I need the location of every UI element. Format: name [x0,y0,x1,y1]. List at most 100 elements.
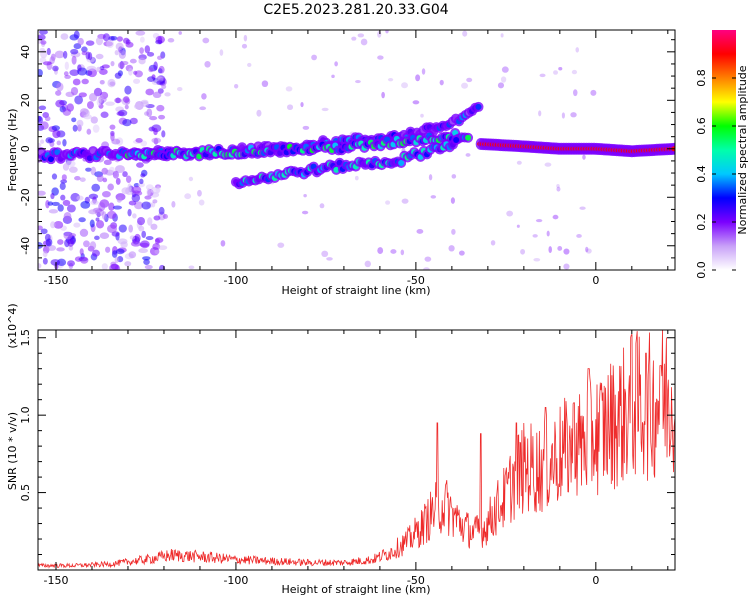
spectrogram-speckle [62,139,67,147]
spectrogram-speckle [66,204,76,213]
spectrogram-speckle [118,50,127,59]
spectrogram-speckle [582,154,586,160]
spectrogram-speckle [158,245,168,251]
spectrogram-speckle [89,209,96,215]
spectrogram-speckle [167,38,175,43]
spectrogram-speckle [516,224,520,228]
colorbar-tick-label: 0.4 [695,165,708,183]
spectrogram-speckle [85,167,92,172]
spectrogram-speckle [89,219,95,228]
spectrogram-speckle [110,35,118,41]
spectrogram-speckle [79,177,86,182]
spectrogram-speckle [40,228,48,235]
spectrogram-speckle [70,86,79,96]
spectrogram-speckle [88,93,98,102]
spectrogram-speckle [77,64,82,72]
spectrogram-speckle [158,65,165,74]
spectrogram-speckle [64,61,69,71]
spectrogram-speckle [112,205,123,210]
spectrogram-speckle [147,217,153,226]
spectrogram-speckle [576,234,582,238]
spectrogram-speckle [57,239,64,245]
spectrogram-speckle [128,224,134,233]
spectrogram-speckle [125,175,132,183]
spectrogram-speckle [377,30,382,38]
colorbar-tick-label: 0.6 [695,117,708,135]
spectrogram-speckle [40,139,45,144]
spectrogram-speckle [42,251,48,258]
spectrogram-speckle [558,67,563,71]
spectrogram-speckle [138,57,146,65]
colorbar-tick-label: 0.2 [695,213,708,231]
spectrogram-speckle [79,248,84,256]
spectrogram-speckle [124,104,129,110]
spectrogram-speckle [135,30,146,36]
spectrogram-frame [37,29,676,271]
spectrogram-speckle [147,51,155,57]
y-tick-label: 1.5 [19,329,32,347]
spectrogram-speckle [546,230,550,237]
spectrogram-speckle [144,45,151,54]
spectrogram-speckle [77,37,84,46]
spectrogram-speckle [96,98,102,106]
spectrogram-speckle [134,201,144,210]
spectrogram-speckle [277,242,285,248]
spectrogram-speckle [42,61,52,66]
spectrogram-speckle [156,80,166,86]
spectrogram-speckle [63,212,72,221]
spectrogram-speckle [70,48,79,55]
spectrogram-speckle [60,33,69,40]
spectrogram-ridge-core [453,136,460,143]
spectrogram-speckle [111,138,121,145]
spectrogram-speckle [109,166,115,174]
spectrogram-speckle [137,182,145,188]
spectrogram-speckle [112,170,119,179]
spectrogram-speckle [108,202,115,211]
x-tick-label: -150 [44,574,69,587]
spectrogram-speckle [85,51,91,60]
spectrogram-speckle [139,47,144,55]
spectrogram-speckle [128,67,133,76]
spectrogram-speckle [110,60,115,67]
spectrogram-speckle [71,117,77,123]
spectrogram-speckle [86,128,92,135]
y-tick-label: 0.5 [19,484,32,502]
spectrogram-speckle [219,49,224,56]
spectrogram-speckle [161,130,166,138]
spectrogram-speckle [91,183,101,192]
spectrogram-speckle [158,206,165,215]
spectrogram-speckle [147,76,156,83]
spectrogram-speckle [331,74,335,79]
spectrogram-speckle [51,173,58,180]
spectrogram-speckle [157,55,163,61]
spectrogram-blobs [38,30,675,270]
spectrogram-speckle [177,87,183,92]
spectrogram-speckle [101,263,108,270]
y-tick-label: -20 [19,188,32,206]
spectrogram-speckle [154,238,160,245]
spectrogram-speckle [76,119,84,128]
spectrogram-speckle [585,246,589,253]
spectrogram-speckle [62,199,71,206]
spectrogram-speckle [579,206,586,210]
spectrogram-speckle [146,188,151,197]
spectrogram-speckle [72,124,78,132]
spectrogram-speckle [415,74,421,82]
spectrogram-speckle [146,108,153,118]
spectrogram-speckle [149,115,158,121]
y-tick-label: -40 [19,237,32,255]
spectrogram-speckle [44,115,51,122]
spectrogram-speckle [50,259,61,266]
spectrogram-speckle [95,36,104,46]
spectrogram-speckle [201,93,207,100]
spectrogram-speckle [89,241,97,250]
spectrogram-speckle [162,213,168,220]
spectrogram-speckle [556,186,561,192]
spectrogram-speckle [326,257,333,261]
spectrogram-speckle [73,222,81,228]
spectrogram-speckle [497,82,505,89]
spectrogram-speckle [105,246,111,253]
spectrogram-speckle [124,261,132,267]
spectrogram-speckle [125,41,134,48]
spectrogram-speckle [151,137,162,144]
